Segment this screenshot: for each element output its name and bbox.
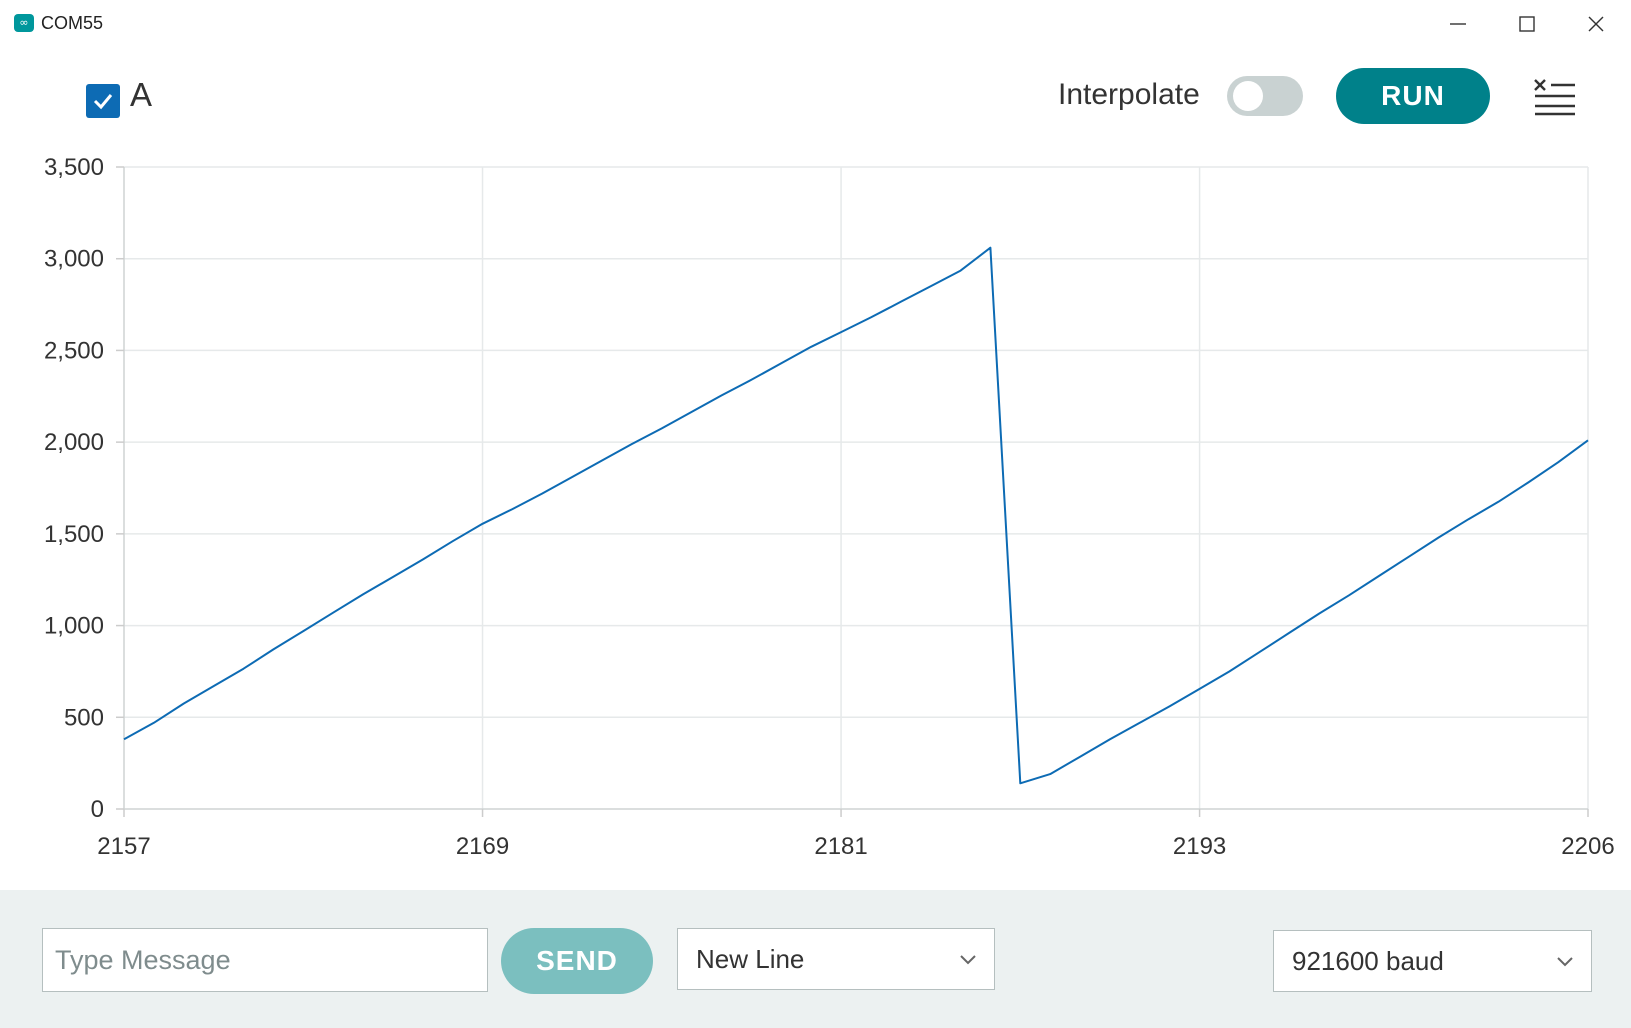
- y-tick-label: 0: [91, 796, 104, 823]
- y-tick-label: 1,000: [44, 613, 104, 640]
- toggle-knob: [1233, 81, 1263, 111]
- x-tick-label: 2169: [456, 833, 509, 860]
- x-tick-label: 2206: [1561, 833, 1614, 860]
- maximize-icon: [1519, 16, 1535, 32]
- checkmark-icon: [93, 94, 113, 110]
- x-tick-label: 2157: [97, 833, 150, 860]
- close-icon: [1588, 16, 1604, 32]
- minimize-button[interactable]: [1424, 0, 1492, 48]
- y-tick-label: 500: [64, 704, 104, 731]
- y-axis-ticks: 0 500 1,000 1,500 2,000 2,500 3,000 3,500: [44, 154, 124, 823]
- clear-lines-icon: [1534, 79, 1575, 116]
- run-button[interactable]: RUN: [1336, 68, 1490, 124]
- y-tick-label: 2,000: [44, 429, 104, 456]
- chevron-down-icon: [960, 955, 976, 965]
- grid: [124, 166, 1589, 809]
- interpolate-toggle[interactable]: [1227, 76, 1303, 116]
- y-tick-label: 1,500: [44, 521, 104, 548]
- series-a-checkbox[interactable]: [86, 84, 120, 118]
- series-a-label: A: [130, 76, 153, 113]
- title-bar: ∞ COM55: [0, 0, 1631, 48]
- arduino-infinity-icon: ∞: [14, 14, 34, 32]
- series-a-line: [123, 246, 1589, 785]
- message-input[interactable]: [42, 928, 488, 992]
- chevron-down-icon: [1557, 957, 1573, 967]
- baud-rate-value: 921600 baud: [1292, 945, 1444, 976]
- minimize-icon: [1450, 23, 1466, 25]
- line-ending-select[interactable]: New Line: [677, 928, 995, 990]
- x-axis-ticks: 2157 2169 2181 2193 2206: [97, 809, 1615, 860]
- y-tick-label: 2,500: [44, 337, 104, 364]
- interpolate-label: Interpolate: [1058, 78, 1200, 111]
- clear-button[interactable]: [1533, 76, 1577, 116]
- window-title: COM55: [41, 13, 104, 33]
- baud-rate-select[interactable]: 921600 baud: [1273, 930, 1592, 992]
- x-tick-label: 2181: [814, 833, 867, 860]
- close-button[interactable]: [1562, 0, 1630, 48]
- y-tick-label: 3,500: [44, 154, 104, 181]
- axes: [123, 167, 1588, 810]
- series-group: [123, 246, 1589, 785]
- x-tick-label: 2193: [1173, 833, 1226, 860]
- y-tick-label: 3,000: [44, 246, 104, 273]
- maximize-button[interactable]: [1493, 0, 1561, 48]
- line-ending-value: New Line: [696, 943, 805, 974]
- send-button[interactable]: SEND: [501, 928, 653, 994]
